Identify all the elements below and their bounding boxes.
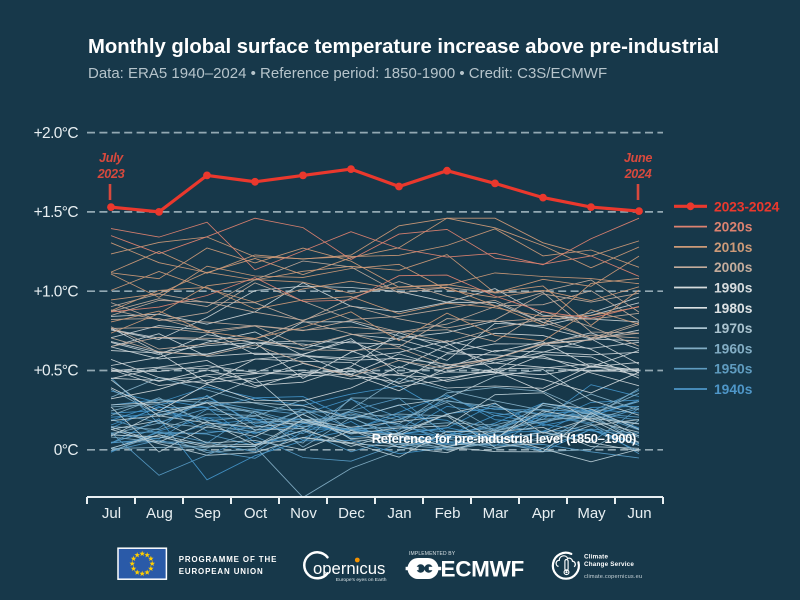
svg-text:1970s: 1970s: [714, 321, 753, 336]
svg-text:1960s: 1960s: [714, 341, 753, 356]
svg-text:Change Service: Change Service: [584, 561, 634, 568]
svg-text:Data: ERA5 1940–2024 • Refer: Data: ERA5 1940–2024 • Reference period:…: [88, 65, 607, 82]
svg-text:+1.5°C: +1.5°C: [34, 204, 79, 221]
svg-text:PROGRAMME OF THE: PROGRAMME OF THE: [179, 555, 278, 564]
svg-text:+1.0°C: +1.0°C: [34, 283, 79, 300]
svg-text:+0.5°C: +0.5°C: [34, 363, 79, 380]
svg-text:1940s: 1940s: [714, 382, 753, 397]
svg-text:Jan: Jan: [387, 505, 411, 522]
svg-text:Apr: Apr: [532, 505, 555, 522]
svg-text:opernicus: opernicus: [313, 559, 385, 578]
svg-text:ECMWF: ECMWF: [441, 556, 524, 581]
svg-text:May: May: [577, 505, 606, 522]
svg-text:Reference for pre-industrial l: Reference for pre-industrial level (1850…: [372, 431, 636, 446]
svg-text:EUROPEAN UNION: EUROPEAN UNION: [179, 567, 264, 576]
svg-text:Feb: Feb: [435, 505, 461, 522]
svg-text:IMPLEMENTED BY: IMPLEMENTED BY: [409, 551, 456, 557]
svg-text:2010s: 2010s: [714, 240, 753, 255]
svg-text:Nov: Nov: [290, 505, 317, 522]
svg-text:Sep: Sep: [194, 505, 221, 522]
svg-text:2020s: 2020s: [714, 220, 753, 235]
svg-text:2024: 2024: [624, 167, 652, 181]
svg-text:climate.copernicus.eu: climate.copernicus.eu: [584, 574, 642, 580]
svg-text:July: July: [99, 151, 124, 165]
svg-text:Aug: Aug: [146, 505, 173, 522]
svg-text:June: June: [624, 151, 652, 165]
svg-text:2023: 2023: [97, 167, 125, 181]
svg-text:Monthly global surface tempera: Monthly global surface temperature incre…: [88, 36, 719, 58]
svg-text:Oct: Oct: [244, 505, 268, 522]
svg-text:Europe's eyes on Earth: Europe's eyes on Earth: [336, 577, 387, 583]
svg-text:Mar: Mar: [483, 505, 509, 522]
svg-text:2023-2024: 2023-2024: [714, 198, 780, 214]
svg-text:0°C: 0°C: [54, 442, 79, 459]
svg-text:+2.0°C: +2.0°C: [34, 125, 79, 142]
svg-text:2000s: 2000s: [714, 260, 753, 275]
svg-text:Dec: Dec: [338, 505, 365, 522]
svg-text:Climate: Climate: [584, 554, 608, 561]
svg-text:Jul: Jul: [102, 505, 121, 522]
svg-text:1990s: 1990s: [714, 281, 753, 296]
svg-text:Jun: Jun: [627, 505, 651, 522]
svg-text:1950s: 1950s: [714, 362, 753, 377]
svg-text:1980s: 1980s: [714, 301, 753, 316]
